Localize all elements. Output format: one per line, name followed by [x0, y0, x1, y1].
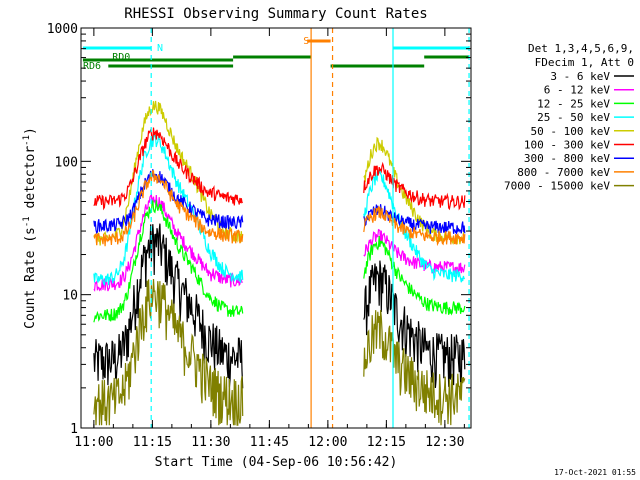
y-axis-label-sup1: -1: [22, 216, 32, 227]
legend-label-3: 25 - 50 keV: [537, 111, 610, 124]
x-tick-label-4: 12:00: [308, 435, 347, 450]
legend: Det 1,3,4,5,6,9,FDecim 1, Att 03 - 6 keV…: [504, 42, 634, 193]
legend-label-7: 800 - 7000 keV: [517, 166, 610, 179]
legend-label-8: 7000 - 15000 keV: [504, 180, 610, 193]
series-line-7: [93, 169, 244, 247]
series-line-8: [93, 278, 244, 426]
footer-timestamp: 17-Oct-2021 01:55: [554, 468, 636, 477]
annotation-label-3: RD6: [83, 61, 101, 72]
series-line-7: [363, 206, 466, 247]
series-line-3: [363, 169, 465, 283]
x-tick-label-1: 11:15: [133, 435, 172, 450]
legend-header-1: FDecim 1, Att 0: [535, 56, 634, 69]
legend-label-0: 3 - 6 keV: [550, 70, 610, 83]
series-line-2: [363, 235, 466, 316]
legend-label-6: 300 - 800 keV: [524, 152, 610, 165]
y-axis-label-sup2: -1: [22, 135, 32, 146]
y-axis-label: Count Rate (s-1 detector-1): [22, 127, 38, 329]
y-axis-label-close: ): [23, 127, 38, 135]
series-line-2: [93, 200, 244, 323]
annotation-label-2: RD0: [112, 52, 130, 63]
y-axis-label-rest: detector: [23, 146, 38, 217]
series-line-5: [93, 127, 244, 211]
y-tick-label-3: 1000: [47, 22, 78, 37]
series-line-4: [93, 100, 244, 246]
y-tick-label-2: 100: [55, 155, 78, 170]
legend-header-0: Det 1,3,4,5,6,9,: [528, 42, 634, 55]
y-tick-label-1: 10: [62, 289, 78, 304]
legend-label-1: 6 - 12 keV: [544, 84, 611, 97]
legend-label-2: 12 - 25 keV: [537, 97, 610, 110]
legend-label-4: 50 - 100 keV: [531, 125, 611, 138]
x-axis-label: Start Time (04-Sep-06 10:56:42): [155, 455, 398, 470]
series-line-5: [363, 161, 466, 211]
series-line-8: [363, 310, 466, 426]
legend-label-5: 100 - 300 keV: [524, 139, 610, 152]
series-line-6: [93, 169, 244, 235]
plot-area: N S RD0 RD6: [82, 28, 470, 428]
plot-frame: [80, 27, 472, 429]
chart-title: RHESSI Observing Summary Count Rates: [124, 6, 427, 22]
series-line-1: [93, 193, 243, 292]
series-line-0: [363, 260, 466, 388]
axes: 11:00 11:15 11:30 11:45 12:00 12:15 12:30 1 10 10…: [47, 22, 471, 450]
x-tick-label-5: 12:15: [367, 435, 406, 450]
annotation-label-0: N: [157, 43, 163, 54]
annotation-label-1: S: [303, 36, 309, 47]
series-line-0: [93, 223, 244, 389]
x-tick-label-0: 11:00: [74, 435, 113, 450]
series-line-3: [93, 131, 244, 286]
x-tick-label-6: 12:30: [425, 435, 464, 450]
y-tick-label-0: 1: [70, 422, 78, 437]
y-axis-label-main: Count Rate (s: [23, 227, 38, 329]
x-tick-label-3: 11:45: [250, 435, 289, 450]
x-tick-label-2: 11:30: [191, 435, 230, 450]
